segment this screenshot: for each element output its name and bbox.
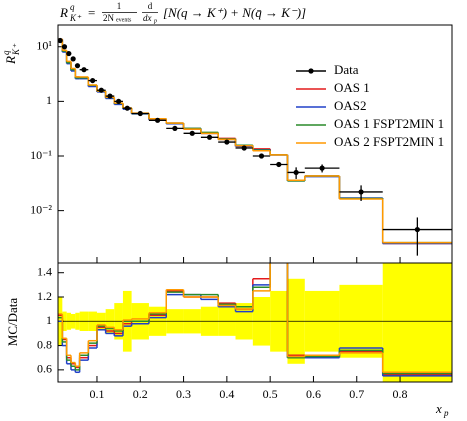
- data-point: [358, 189, 364, 195]
- data-point: [172, 125, 178, 132]
- legend-label: OAS 1: [334, 80, 370, 95]
- title-part: =: [88, 5, 95, 20]
- panel-group: [58, 263, 452, 377]
- x-tick-label: 0.8: [393, 387, 408, 401]
- y-tick-label: 10¹: [36, 38, 52, 52]
- data-point: [70, 56, 76, 62]
- x-tick-label: 0.3: [176, 387, 191, 401]
- x-tick-label: 0.7: [349, 387, 364, 401]
- title-part: K⁺: [69, 13, 82, 23]
- title-part: q: [70, 2, 75, 12]
- legend-label: OAS 1 FSPT2MIN 1: [334, 116, 444, 131]
- data-point: [124, 105, 130, 111]
- y-tick-label: 1: [46, 93, 52, 107]
- uncertainty-band: [382, 263, 452, 382]
- data-point: [293, 169, 299, 176]
- data-point: [81, 67, 87, 73]
- data-point: [116, 98, 122, 104]
- x-tick-label: 0.4: [219, 387, 234, 401]
- chart-title: R q K⁺ = 1 2N events d dx p [N(q → K⁺) +…: [59, 1, 306, 24]
- title-part: events: [116, 17, 132, 23]
- title-part: 1: [117, 1, 122, 11]
- y-label-part: q: [1, 50, 11, 55]
- data-point: [107, 93, 113, 99]
- panel-group: [58, 37, 452, 256]
- x-axis-label-sub: p: [443, 408, 449, 418]
- y-axis-label: R q K⁺: [1, 43, 21, 65]
- data-point: [414, 226, 420, 233]
- legend-label: OAS2: [334, 98, 367, 113]
- data-point: [137, 110, 143, 117]
- legend-marker: [308, 68, 314, 74]
- x-axis-label: x: [435, 401, 442, 416]
- ratio-y-label: MC/Data: [5, 298, 20, 347]
- data-point: [58, 37, 63, 44]
- data-point: [276, 161, 282, 168]
- data-point: [98, 87, 104, 93]
- data-point: [206, 134, 213, 140]
- y-tick-label: 0.6: [37, 362, 52, 376]
- y-tick-label: 1: [46, 313, 52, 327]
- plot-layer: 10⁻² 10⁻¹ 1 10¹ 0.6 0.8 1 1.2 1.4 0.1 0.2 0.3 0.4 0.5…: [30, 37, 452, 401]
- title-part: d: [148, 1, 153, 11]
- legend-label: Data: [334, 62, 359, 77]
- x-tick-label: 0.1: [89, 387, 104, 401]
- data-point: [189, 130, 195, 136]
- data-point: [90, 77, 96, 84]
- y-tick-label: 1.2: [37, 289, 52, 303]
- x-tick-label: 0.5: [263, 387, 278, 401]
- title-part: dx: [143, 13, 152, 23]
- y-tick-label: 10⁻¹: [30, 148, 52, 162]
- data-point: [61, 44, 68, 50]
- x-tick-label: 0.2: [133, 387, 148, 401]
- data-point: [241, 145, 247, 151]
- legend-label: OAS 2 FSPT2MIN 1: [334, 134, 444, 149]
- data-point: [154, 117, 161, 123]
- data-point: [66, 50, 72, 57]
- y-label-part: K⁺: [11, 43, 21, 56]
- title-part: [N(q → K⁺) + N(q̄ → K⁻)]: [163, 5, 306, 20]
- x-tick-label: 0.6: [306, 387, 321, 401]
- data-point: [319, 165, 325, 171]
- title-part: 2N: [103, 13, 115, 23]
- y-label-part: R: [3, 56, 18, 65]
- y-tick-label: 10⁻²: [30, 202, 52, 216]
- data-point: [74, 63, 81, 69]
- y-tick-label: 0.8: [37, 337, 52, 351]
- ratio-frame: [57, 262, 453, 383]
- title-part: R: [59, 5, 68, 20]
- data-point: [224, 139, 230, 145]
- y-tick-label: 1.4: [37, 264, 52, 278]
- data-point: [258, 153, 265, 159]
- title-part: p: [153, 18, 157, 24]
